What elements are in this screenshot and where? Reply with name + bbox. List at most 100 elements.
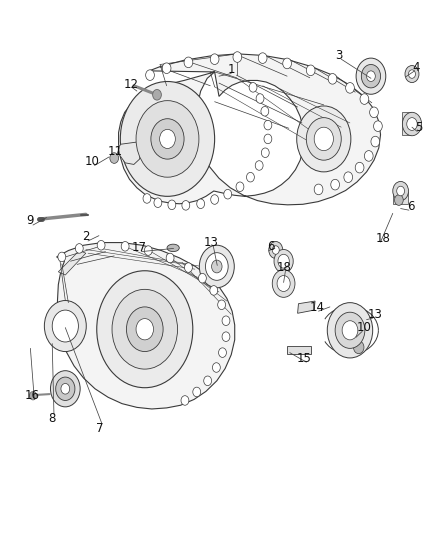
Circle shape	[52, 310, 78, 342]
Text: 11: 11	[108, 144, 123, 158]
Circle shape	[112, 289, 177, 369]
Circle shape	[212, 363, 220, 372]
Circle shape	[151, 119, 184, 159]
Circle shape	[397, 186, 405, 196]
Circle shape	[136, 101, 199, 177]
Circle shape	[258, 53, 267, 63]
Circle shape	[264, 134, 272, 144]
Circle shape	[152, 90, 161, 100]
Circle shape	[61, 383, 70, 394]
Circle shape	[331, 179, 339, 190]
Text: 16: 16	[25, 389, 40, 402]
Circle shape	[184, 263, 192, 272]
Circle shape	[211, 195, 219, 204]
Text: 4: 4	[413, 61, 420, 74]
Circle shape	[344, 172, 353, 182]
Circle shape	[314, 184, 323, 195]
Circle shape	[374, 121, 382, 132]
Text: 6: 6	[267, 240, 274, 253]
Circle shape	[272, 270, 295, 297]
Circle shape	[210, 54, 219, 64]
Polygon shape	[57, 243, 235, 409]
Circle shape	[327, 303, 373, 358]
Circle shape	[224, 189, 232, 199]
Circle shape	[274, 249, 293, 273]
Circle shape	[168, 200, 176, 209]
Text: 13: 13	[204, 236, 219, 248]
Ellipse shape	[167, 244, 179, 252]
Circle shape	[306, 118, 341, 160]
Circle shape	[335, 312, 365, 349]
Circle shape	[110, 153, 119, 164]
Circle shape	[371, 136, 380, 147]
Circle shape	[199, 245, 234, 288]
Circle shape	[197, 199, 205, 208]
Text: 8: 8	[49, 411, 56, 424]
Circle shape	[278, 254, 289, 268]
Polygon shape	[402, 112, 411, 135]
Circle shape	[198, 273, 206, 283]
Circle shape	[50, 370, 80, 407]
Text: 18: 18	[276, 261, 291, 274]
Circle shape	[256, 94, 264, 103]
Circle shape	[261, 107, 269, 116]
Circle shape	[121, 241, 129, 251]
Polygon shape	[119, 54, 381, 205]
Circle shape	[306, 65, 315, 76]
Circle shape	[184, 57, 193, 68]
Polygon shape	[297, 301, 315, 313]
Circle shape	[328, 74, 337, 84]
Circle shape	[360, 94, 369, 104]
Circle shape	[218, 300, 226, 310]
Circle shape	[193, 387, 201, 397]
Circle shape	[370, 107, 378, 118]
Circle shape	[204, 376, 212, 385]
Circle shape	[97, 240, 105, 250]
Circle shape	[97, 271, 193, 387]
Circle shape	[395, 195, 403, 205]
Circle shape	[75, 244, 83, 253]
Circle shape	[346, 83, 354, 93]
Circle shape	[269, 241, 283, 259]
Text: 2: 2	[82, 230, 90, 243]
Circle shape	[136, 319, 153, 340]
Circle shape	[212, 260, 222, 273]
Polygon shape	[119, 142, 141, 165]
Circle shape	[236, 182, 244, 191]
Polygon shape	[393, 192, 409, 204]
Circle shape	[356, 58, 386, 94]
Text: 3: 3	[336, 49, 343, 62]
Text: 5: 5	[415, 121, 423, 134]
Circle shape	[29, 391, 36, 400]
Text: 15: 15	[297, 352, 312, 365]
Circle shape	[166, 253, 174, 263]
Circle shape	[255, 161, 263, 170]
Text: 12: 12	[124, 78, 138, 91]
Text: 14: 14	[309, 301, 324, 314]
Circle shape	[314, 127, 333, 151]
Text: 1: 1	[227, 63, 235, 76]
Circle shape	[143, 193, 151, 203]
Circle shape	[283, 58, 291, 69]
Circle shape	[222, 316, 230, 326]
Circle shape	[162, 63, 171, 74]
Circle shape	[353, 341, 364, 354]
Circle shape	[407, 118, 417, 131]
Circle shape	[297, 106, 351, 172]
Circle shape	[405, 66, 419, 83]
Text: 10: 10	[357, 321, 371, 334]
Circle shape	[159, 130, 175, 149]
Circle shape	[261, 148, 269, 158]
Text: 9: 9	[27, 214, 34, 227]
Circle shape	[145, 246, 152, 255]
Text: 13: 13	[368, 308, 383, 321]
Circle shape	[272, 246, 279, 254]
Circle shape	[219, 348, 226, 358]
Text: 10: 10	[85, 155, 100, 168]
Circle shape	[233, 52, 242, 62]
Circle shape	[355, 163, 364, 173]
Circle shape	[182, 200, 190, 210]
Circle shape	[367, 71, 375, 82]
Circle shape	[58, 252, 66, 262]
Circle shape	[393, 181, 409, 200]
